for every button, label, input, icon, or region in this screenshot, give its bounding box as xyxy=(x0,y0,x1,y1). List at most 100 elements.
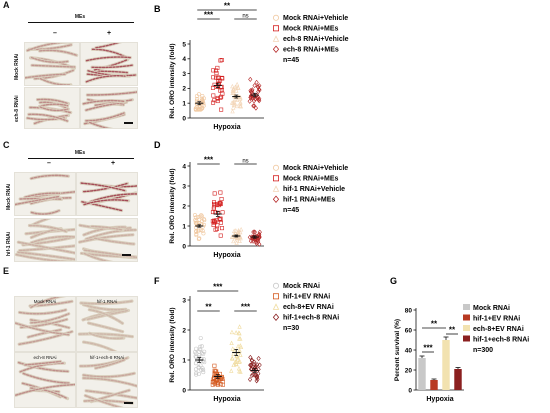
worm-body xyxy=(38,105,70,113)
worm-stain xyxy=(83,182,129,193)
data-point xyxy=(218,216,223,221)
data-point xyxy=(210,382,215,387)
data-point xyxy=(215,376,220,381)
y-tick-label: 2 xyxy=(182,327,186,334)
chart-b: B 0 1 2 3 4 5 Rel. ORO intensity (fold) Hypoxia *… xyxy=(154,2,349,132)
legend-entry: Mock RNAi xyxy=(283,283,320,290)
panel-e-label-3: ech-8 RNAi xyxy=(33,355,57,360)
significance-label: *** xyxy=(423,344,433,353)
y-tick-label: 1 xyxy=(182,101,186,108)
worm-body xyxy=(82,251,114,261)
series-0 xyxy=(193,336,207,377)
worm-stain xyxy=(85,112,125,122)
data-point xyxy=(212,98,217,103)
legend-swatch xyxy=(463,325,470,331)
y-tick-label: 1 xyxy=(182,357,186,364)
worm-stain xyxy=(30,235,75,244)
worm-stain xyxy=(88,308,124,324)
worm-stain xyxy=(36,98,70,105)
worm-stain xyxy=(84,394,121,407)
data-point xyxy=(230,234,235,239)
data-point xyxy=(216,79,221,84)
worm-stain xyxy=(82,303,127,311)
y-axis-label: Rel. ORO intensity (fold) xyxy=(169,307,176,382)
data-point xyxy=(237,232,242,238)
significance-label: ** xyxy=(224,2,231,11)
worm-stain xyxy=(30,56,69,63)
legend-entry: hif-1 RNAi+MEs xyxy=(283,197,335,204)
worm-stain xyxy=(28,224,67,233)
significance-label: ns xyxy=(242,159,248,165)
data-point xyxy=(249,373,254,379)
worm-stain xyxy=(91,225,124,231)
worm-stain xyxy=(15,322,70,336)
worm-body xyxy=(88,120,114,128)
panel-e-image-1: Mock RNAi xyxy=(14,296,76,352)
panel-e-image-4: hif-1+ech-8 RNAi xyxy=(76,352,138,408)
data-point xyxy=(220,210,225,215)
data-point xyxy=(196,92,201,97)
data-point xyxy=(200,100,205,105)
y-tick-label: 0 xyxy=(182,387,186,394)
data-point xyxy=(215,382,220,387)
data-point xyxy=(201,231,206,236)
panel-a-header-line xyxy=(28,22,134,23)
data-point xyxy=(211,200,216,205)
significance-label: *** xyxy=(204,11,214,20)
worm-stain xyxy=(80,182,127,192)
worm-body xyxy=(29,209,61,215)
y-tick-label: 2 xyxy=(182,86,186,93)
y-tick-label: 4 xyxy=(182,56,186,63)
worm-stain xyxy=(27,329,62,338)
bar-0 xyxy=(418,358,426,390)
data-point xyxy=(212,203,217,208)
legend-entry: ech-8+EV RNAi xyxy=(283,304,334,311)
worm-stain xyxy=(82,372,136,378)
data-point xyxy=(256,366,261,372)
y-axis-label: Rel. ORO intensity (fold) xyxy=(169,43,176,118)
data-point xyxy=(220,226,225,231)
data-point xyxy=(229,100,235,105)
legend-entry: Mock RNAi+Vehicle xyxy=(283,165,348,172)
data-point xyxy=(248,88,253,94)
worm-body xyxy=(30,63,77,69)
data-point xyxy=(231,238,236,244)
worm-stain xyxy=(85,75,126,83)
worm-stain xyxy=(83,249,137,259)
data-point xyxy=(238,229,243,235)
worm-stain xyxy=(89,121,110,128)
data-point xyxy=(211,75,216,80)
legend-swatch xyxy=(463,304,470,310)
worm-stain xyxy=(28,113,69,122)
legend-entry: Mock RNAi xyxy=(473,305,510,312)
data-point xyxy=(257,362,262,368)
worm-body xyxy=(35,97,70,106)
legend-entry: hif-1+EV RNAi xyxy=(283,294,330,301)
data-point xyxy=(249,362,254,368)
panel-letter: D xyxy=(154,140,161,150)
worm-body xyxy=(82,340,118,351)
data-point xyxy=(211,206,216,211)
series-1 xyxy=(210,363,225,387)
worm-body xyxy=(26,328,63,339)
worm-body xyxy=(84,228,137,241)
panel-a-row-label-2: ech-8 RNAi xyxy=(14,95,20,122)
worm-body xyxy=(17,308,68,316)
data-point xyxy=(230,83,235,89)
worm-body xyxy=(79,299,134,306)
data-point xyxy=(200,228,205,233)
data-point xyxy=(220,76,225,81)
legend-marker xyxy=(273,164,280,171)
y-tick-label: 2 xyxy=(182,203,186,210)
bar-1 xyxy=(430,380,438,390)
worm-drawing xyxy=(81,90,137,128)
panel-a-image-4 xyxy=(80,87,138,129)
worm-stain xyxy=(85,56,131,62)
y-tick-label: 60 xyxy=(405,327,413,334)
worm-stain xyxy=(82,377,137,387)
y-axis-label: Percent survival (%) xyxy=(394,319,401,381)
data-point xyxy=(200,94,205,99)
worm-stain xyxy=(38,103,69,108)
